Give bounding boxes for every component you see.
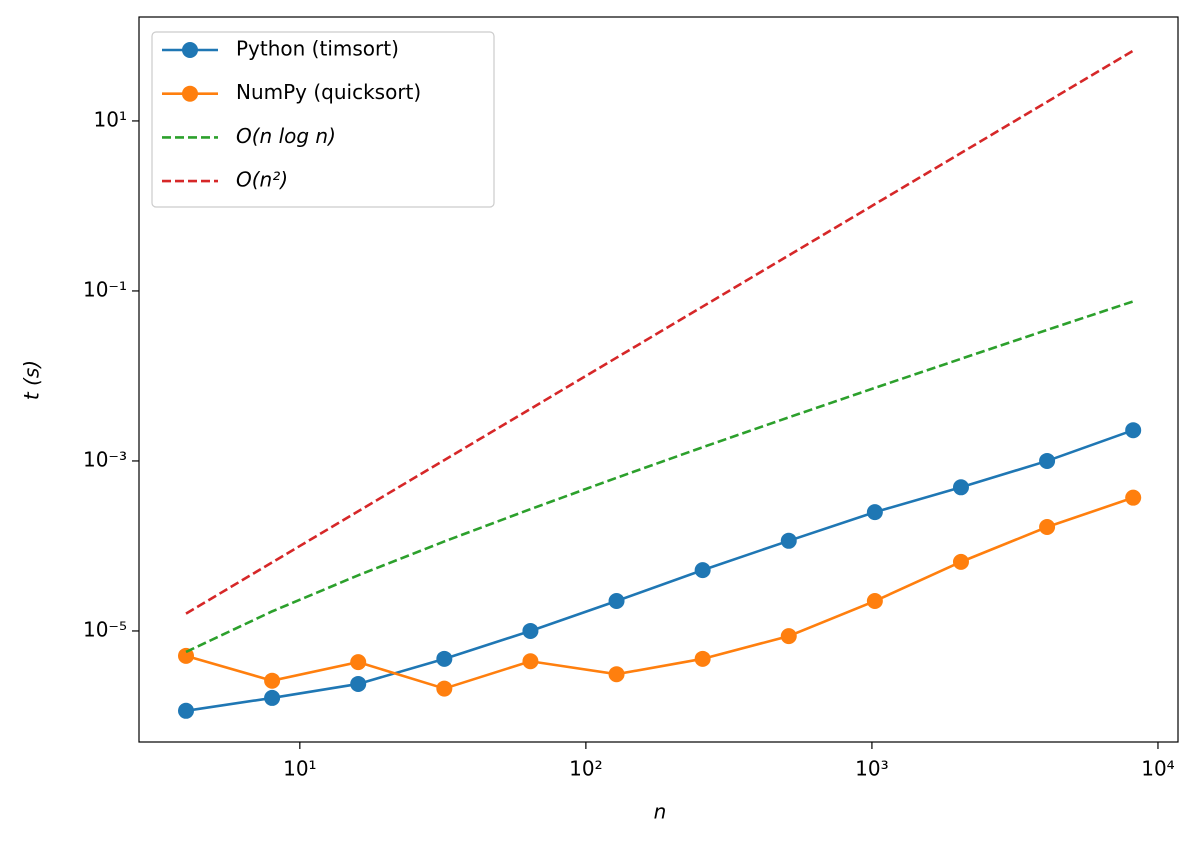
marker [866, 593, 883, 610]
plot-area [178, 49, 1142, 719]
marker [1039, 519, 1056, 536]
plot-frame [138, 16, 1179, 743]
legend-marker [182, 42, 198, 58]
marker [952, 553, 969, 570]
marker [264, 689, 281, 706]
series-line [185, 496, 1134, 690]
marker [608, 666, 625, 683]
series-line [185, 49, 1134, 615]
x-tick-label: 10⁴ [1141, 757, 1174, 781]
marker [522, 653, 539, 670]
marker [780, 532, 797, 549]
marker [1039, 452, 1056, 469]
marker [1125, 489, 1142, 506]
marker [178, 702, 194, 719]
legend-marker [182, 85, 198, 102]
x-tick-label: 10³ [855, 757, 888, 781]
marker [694, 650, 711, 667]
series-line [185, 300, 1134, 654]
marker [522, 622, 539, 639]
x-axis-label: n [654, 800, 667, 824]
y-tick-label: 10⁻¹ [83, 277, 127, 301]
legend-label: Python (timsort) [236, 37, 399, 61]
x-tick-label: 10¹ [283, 757, 316, 781]
y-axis-label: t (s) [20, 360, 44, 400]
marker [264, 672, 281, 689]
y-tick-label: 10⁻³ [83, 447, 127, 471]
marker [350, 654, 367, 671]
x-tick-label: 10² [569, 757, 602, 781]
marker [608, 593, 625, 610]
marker [436, 680, 453, 697]
marker [952, 479, 969, 496]
legend-box [151, 31, 495, 208]
marker [350, 675, 367, 692]
marker [436, 650, 453, 667]
legend-label: O(n²) [236, 168, 288, 192]
y-tick-label: 10¹ [94, 107, 127, 131]
legend-label: NumPy (quicksort) [236, 80, 421, 104]
legend-label: O(n log n) [236, 124, 336, 148]
y-tick-label: 10⁻⁵ [83, 617, 127, 641]
marker [178, 647, 194, 664]
marker [866, 504, 883, 521]
marker [694, 562, 711, 579]
series-line [185, 428, 1134, 713]
marker [780, 628, 797, 645]
marker [1125, 422, 1142, 439]
